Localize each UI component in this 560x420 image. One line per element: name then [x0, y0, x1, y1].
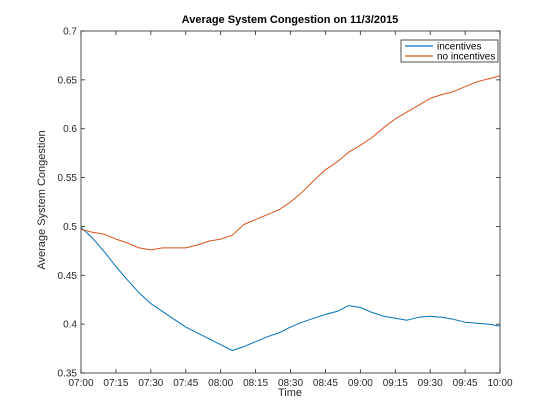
- x-tick-label: 08:45: [313, 378, 338, 389]
- y-tick-label: 0.7: [63, 27, 77, 38]
- x-tick-label: 09:00: [348, 378, 373, 389]
- x-axis: 07:00 07:15 07:30 07:45 08:00 08:15 08:30 08:45…: [68, 31, 513, 389]
- y-tick-label: 0.6: [63, 124, 77, 135]
- x-tick-label: 07:15: [103, 378, 128, 389]
- series-line-incentives: [80, 227, 501, 351]
- y-tick-label: 0.5: [63, 222, 77, 233]
- y-tick-label: 0.55: [58, 173, 78, 184]
- y-axis: 0.35 0.4 0.45 0.5 0.55 0.6 0.65 0.7: [58, 27, 500, 380]
- x-tick-label: 07:45: [173, 378, 198, 389]
- y-tick-label: 0.35: [58, 369, 78, 380]
- x-tick-label: 09:15: [383, 378, 408, 389]
- y-axis-title: Average System Congestion: [36, 130, 48, 269]
- legend-label: no incentives: [437, 52, 495, 63]
- x-tick-label: 08:30: [278, 378, 303, 389]
- x-tick-label: 09:30: [418, 378, 443, 389]
- y-tick-label: 0.45: [58, 271, 78, 282]
- x-tick-label: 10:00: [487, 378, 512, 389]
- series-line-no-incentives: [80, 75, 501, 251]
- series-layer: [80, 75, 501, 351]
- x-tick-label: 07:30: [138, 378, 163, 389]
- x-tick-label: 07:00: [68, 378, 93, 389]
- x-tick-label: 08:00: [208, 378, 233, 389]
- x-tick-label: 09:45: [453, 378, 478, 389]
- y-tick-label: 0.65: [58, 75, 78, 86]
- chart-title: Average System Congestion on 11/3/2015: [182, 14, 399, 26]
- x-axis-title: Time: [278, 387, 302, 399]
- plot-area: 0.350.40.450.50.550.60.650.7 07:00 07:15 0…: [58, 27, 513, 390]
- x-tick-label: 08:15: [243, 378, 268, 389]
- legend-label: incentives: [437, 42, 481, 53]
- y-tick-label: 0.4: [63, 320, 77, 331]
